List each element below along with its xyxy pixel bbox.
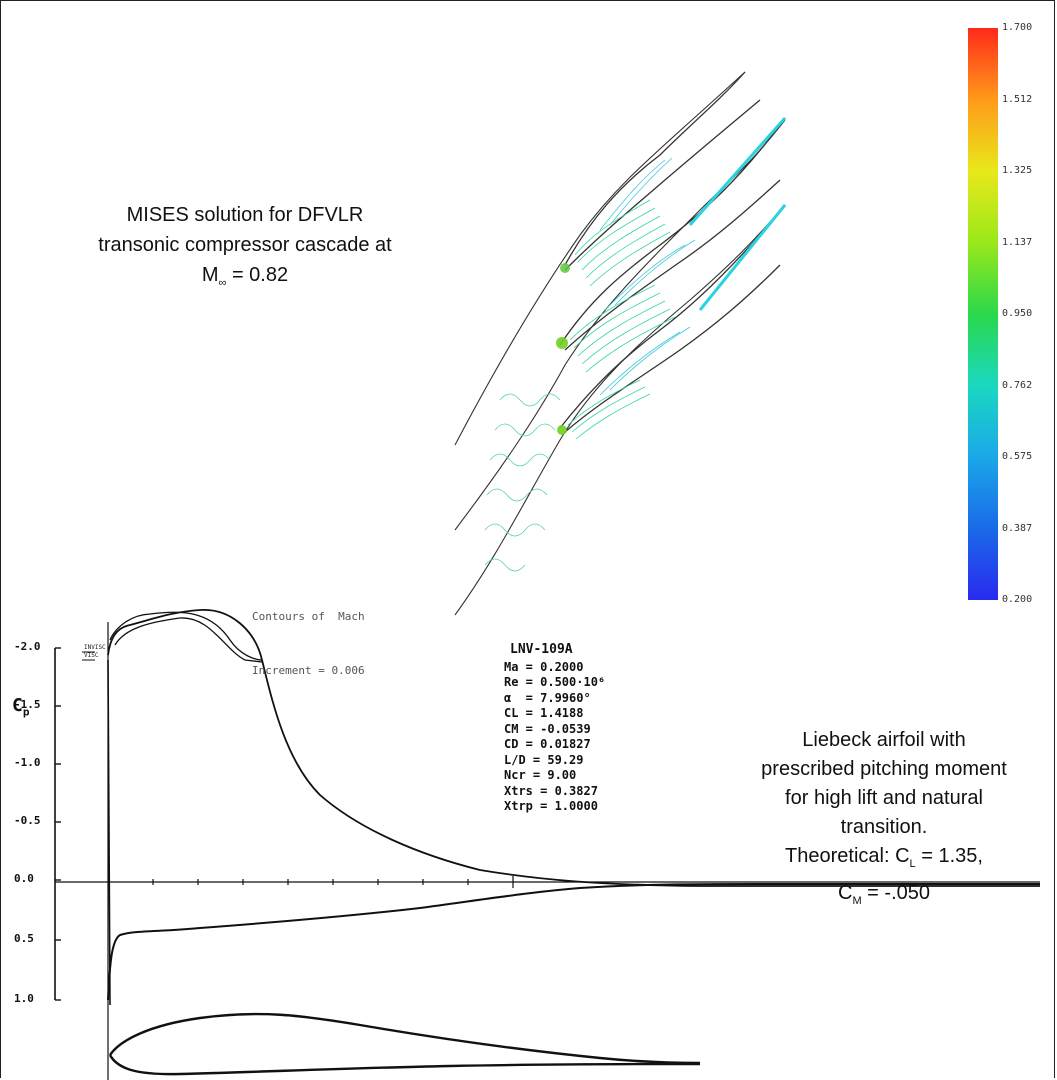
blade-1 — [564, 71, 761, 271]
cp-upper-inviscid — [109, 611, 263, 661]
mises-caption: MISES solution for DFVLR transonic compr… — [40, 200, 450, 298]
mises-caption-line2: transonic compressor cascade at — [98, 234, 392, 256]
colorbar-tick-label: 0.762 — [1002, 379, 1033, 391]
case-param: Ncr = 9.00 — [504, 768, 577, 782]
case-param: α = 7.9960° — [504, 690, 591, 705]
mach-colorbar — [968, 28, 998, 600]
contours-line1: Contours of Mach — [252, 610, 365, 623]
liebeck-line1: Liebeck airfoil with — [802, 729, 966, 751]
cp-y-tick-label: 0.0 — [14, 872, 34, 885]
cp-legend: INVISC VISC — [84, 644, 106, 660]
cp-upper-viscous — [107, 609, 1040, 887]
liebeck-line5: Theoretical: CL = 1.35, — [785, 845, 983, 870]
colorbar-tick-label: 0.200 — [1002, 594, 1033, 605]
liebeck-caption: Liebeck airfoil with prescribed pitching… — [718, 726, 1050, 916]
colorbar-tick-label: 1.512 — [1002, 93, 1033, 105]
colorbar-tick-label: 1.325 — [1002, 165, 1033, 176]
case-param: Re = 0.500·10⁶ — [504, 675, 606, 689]
passage-boundary-upper — [454, 71, 746, 446]
cp-y-tick-label: 0.5 — [14, 932, 34, 945]
airfoil-shape — [109, 1012, 701, 1065]
case-param: Xtrp = 1.0000 — [504, 799, 598, 813]
case-param: CL = 1.4188 — [504, 706, 584, 720]
blade-3 — [559, 204, 786, 433]
mises-caption-line1: MISES solution for DFVLR — [126, 204, 364, 226]
case-param-list: Ma = 0.2000 Re = 0.500·10⁶ α = 7.9960° CL =… — [504, 660, 605, 815]
legend-visc: VISC — [84, 652, 99, 659]
cp-y-tick-label: -1.0 — [14, 756, 41, 769]
case-param: Ma = 0.2000 — [504, 659, 584, 674]
cp-ylabel: Cp — [12, 695, 30, 719]
case-title: LNV-109A — [510, 642, 573, 657]
liebeck-line4: transition. — [840, 816, 928, 838]
cp-y-tick-label: -0.5 — [14, 814, 41, 827]
legend-invisc: INVISC — [84, 644, 106, 651]
colorbar-tick-label: 1.700 — [1002, 22, 1033, 33]
cp-plot — [54, 609, 1040, 1080]
colorbar-tick-label: 0.575 — [1002, 451, 1033, 462]
colorbar-tick-label: 1.137 — [1002, 236, 1033, 248]
cp-y-tick-label: -1.5 — [14, 698, 41, 711]
contours-label: Contours of Mach Increment = 0.006 — [252, 572, 365, 698]
colorbar-tick-label: 0.950 — [1002, 308, 1033, 319]
case-param: Xtrs = 0.3827 — [504, 783, 598, 798]
case-param: CD = 0.01827 — [504, 737, 591, 751]
mises-caption-line3: M∞ = 0.82 — [201, 264, 289, 289]
case-param: L/D = 59.29 — [504, 752, 584, 767]
case-parameters: LNV-109A Ma = 0.2000 Re = 0.500·10⁶ α = 7.… — [504, 642, 605, 815]
blade-2 — [559, 117, 786, 351]
liebeck-line3: for high lift and natural — [785, 787, 983, 809]
contours-line2: Increment = 0.006 — [252, 664, 365, 677]
cp-y-tick-label: 1.0 — [14, 992, 34, 1005]
cp-lower — [107, 882, 1040, 1001]
case-param: CM = -0.0539 — [504, 721, 591, 736]
liebeck-line2: prescribed pitching moment — [761, 758, 1007, 780]
passage-boundary-low — [454, 204, 786, 616]
liebeck-line6: CM = -.050 — [837, 882, 930, 907]
cp-y-tick-label: -2.0 — [14, 640, 41, 653]
colorbar-tick-label: 0.387 — [1002, 522, 1033, 534]
